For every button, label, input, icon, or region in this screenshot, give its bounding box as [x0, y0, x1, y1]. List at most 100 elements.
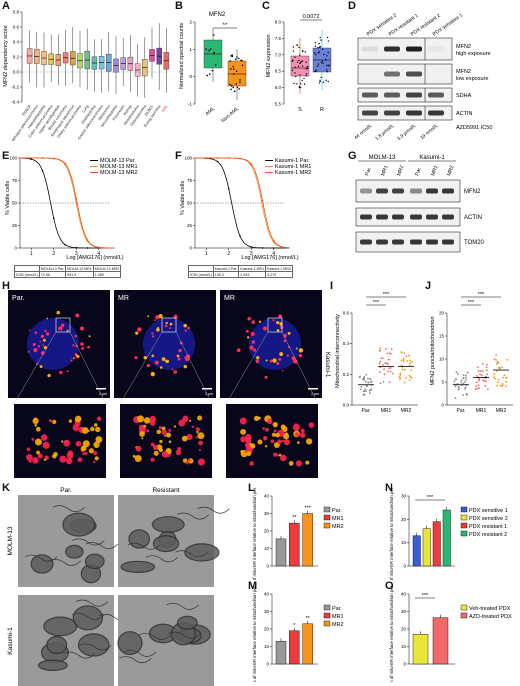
mitochondria-signal [47, 373, 51, 378]
mitochondria-signal [239, 417, 247, 425]
y-tick-label: 0.2 [13, 55, 20, 60]
mitochondria-signal [161, 429, 167, 436]
mitochondria-signal [247, 316, 251, 321]
panel-label-b: B [175, 0, 183, 12]
mitochondria-signal [43, 345, 48, 350]
band [410, 214, 422, 220]
data-point [402, 360, 405, 363]
data-point [239, 235, 241, 237]
mitochondria-signal [251, 340, 256, 344]
band-label: MFN2 [464, 189, 481, 195]
legend-label: MR1 [332, 614, 344, 620]
data-point [399, 372, 402, 375]
table-cell: 3,279 [265, 271, 293, 278]
data-point [319, 79, 321, 81]
data-point [453, 380, 456, 383]
mitochondria-signal [164, 360, 167, 363]
mitochondria-signal [276, 321, 280, 325]
legend-swatch [323, 604, 331, 611]
data-point [505, 385, 508, 388]
y-tick-label: 25 [187, 223, 193, 228]
data-point [454, 397, 457, 400]
panel-label-e: E [2, 150, 10, 162]
data-point [237, 57, 240, 60]
y-tick-label: 10 [264, 546, 270, 551]
mitochondria-signal [146, 429, 150, 433]
mitochondria-signal [31, 438, 35, 441]
data-point [300, 60, 303, 63]
mitochondria-signal [40, 434, 48, 441]
mitochondria-signal [178, 348, 182, 353]
data-point [379, 349, 382, 352]
mitochondria-signal [64, 440, 68, 444]
panel-i-ylabel: Mitochondrial interconnectivity [335, 314, 341, 388]
data-point [387, 363, 390, 365]
lane-label: MR2 [396, 165, 405, 177]
data-point [462, 382, 465, 385]
mitochondria-signal [80, 426, 83, 430]
data-point [64, 162, 66, 165]
bar [412, 535, 421, 567]
mitochondria-signal [161, 451, 169, 458]
mitochondria-signal [281, 369, 284, 372]
data-point [305, 75, 307, 77]
y-tick-label: 10 [401, 644, 407, 649]
mitochondria-signal [66, 370, 69, 373]
data-point [365, 390, 367, 393]
data-point [465, 376, 467, 379]
y-tick-label: 0 [266, 662, 269, 667]
y-tick-label: 0 [403, 564, 406, 569]
mitochondria-signal [149, 415, 157, 423]
band [406, 110, 422, 116]
y-tick-label: 20 [401, 627, 407, 632]
bar [275, 538, 287, 567]
data-point [299, 83, 302, 85]
data-point [261, 199, 264, 202]
panel-label-n: N [385, 482, 393, 494]
ic50-value: 3.9 µmol/L [396, 123, 417, 142]
data-point [327, 80, 329, 83]
mitochondria-signal [42, 441, 50, 449]
data-point [409, 376, 412, 379]
mitochondria-signal [286, 354, 289, 357]
data-point [297, 65, 300, 68]
data-point [403, 381, 406, 384]
y-axis-label: % of mito-ER interface relative to mitoc… [389, 586, 394, 682]
data-point [494, 378, 497, 380]
mitochondria-signal [46, 317, 49, 320]
mitochondria-signal [39, 340, 42, 343]
mitochondria-signal [195, 436, 198, 439]
mitochondria-signal [279, 325, 284, 329]
mitochondria-signal [276, 361, 280, 365]
y-tick-label: 0.2 [343, 372, 350, 377]
mitochondria-signal [81, 427, 89, 434]
scale-label: 2 µm [99, 392, 107, 396]
mitochondria-signal [161, 357, 166, 361]
p-value-label: 0.0072 [303, 14, 320, 20]
band [428, 110, 444, 116]
data-point [232, 86, 235, 89]
mitochondria-signal [168, 440, 172, 444]
mitochondrion [72, 605, 104, 631]
mitochondria-signal [154, 360, 159, 365]
band-label: ACTIN [464, 215, 482, 221]
data-point [497, 381, 499, 384]
mitochondria-signal [34, 423, 38, 427]
mitochondria-signal [88, 448, 95, 454]
data-point [211, 69, 214, 72]
mitochondria-signal [34, 438, 42, 446]
er-membrane [72, 538, 105, 546]
blot-strip [355, 207, 461, 227]
band [426, 188, 438, 194]
legend-label: Kasumi-1 MR1 [275, 164, 311, 170]
data-point [401, 368, 404, 371]
y-tick-label: 75 [187, 178, 193, 183]
zoom-micrograph [120, 404, 212, 478]
legend-label: Kasumi-1 Par. [275, 158, 310, 164]
y-tick-label: 1 [189, 47, 192, 52]
mitochondria-signal [196, 431, 199, 434]
significance-label: *** [383, 292, 390, 298]
nucleus-stain [249, 318, 301, 370]
data-point [299, 62, 301, 65]
group-label: MOLM-13 [369, 155, 396, 161]
